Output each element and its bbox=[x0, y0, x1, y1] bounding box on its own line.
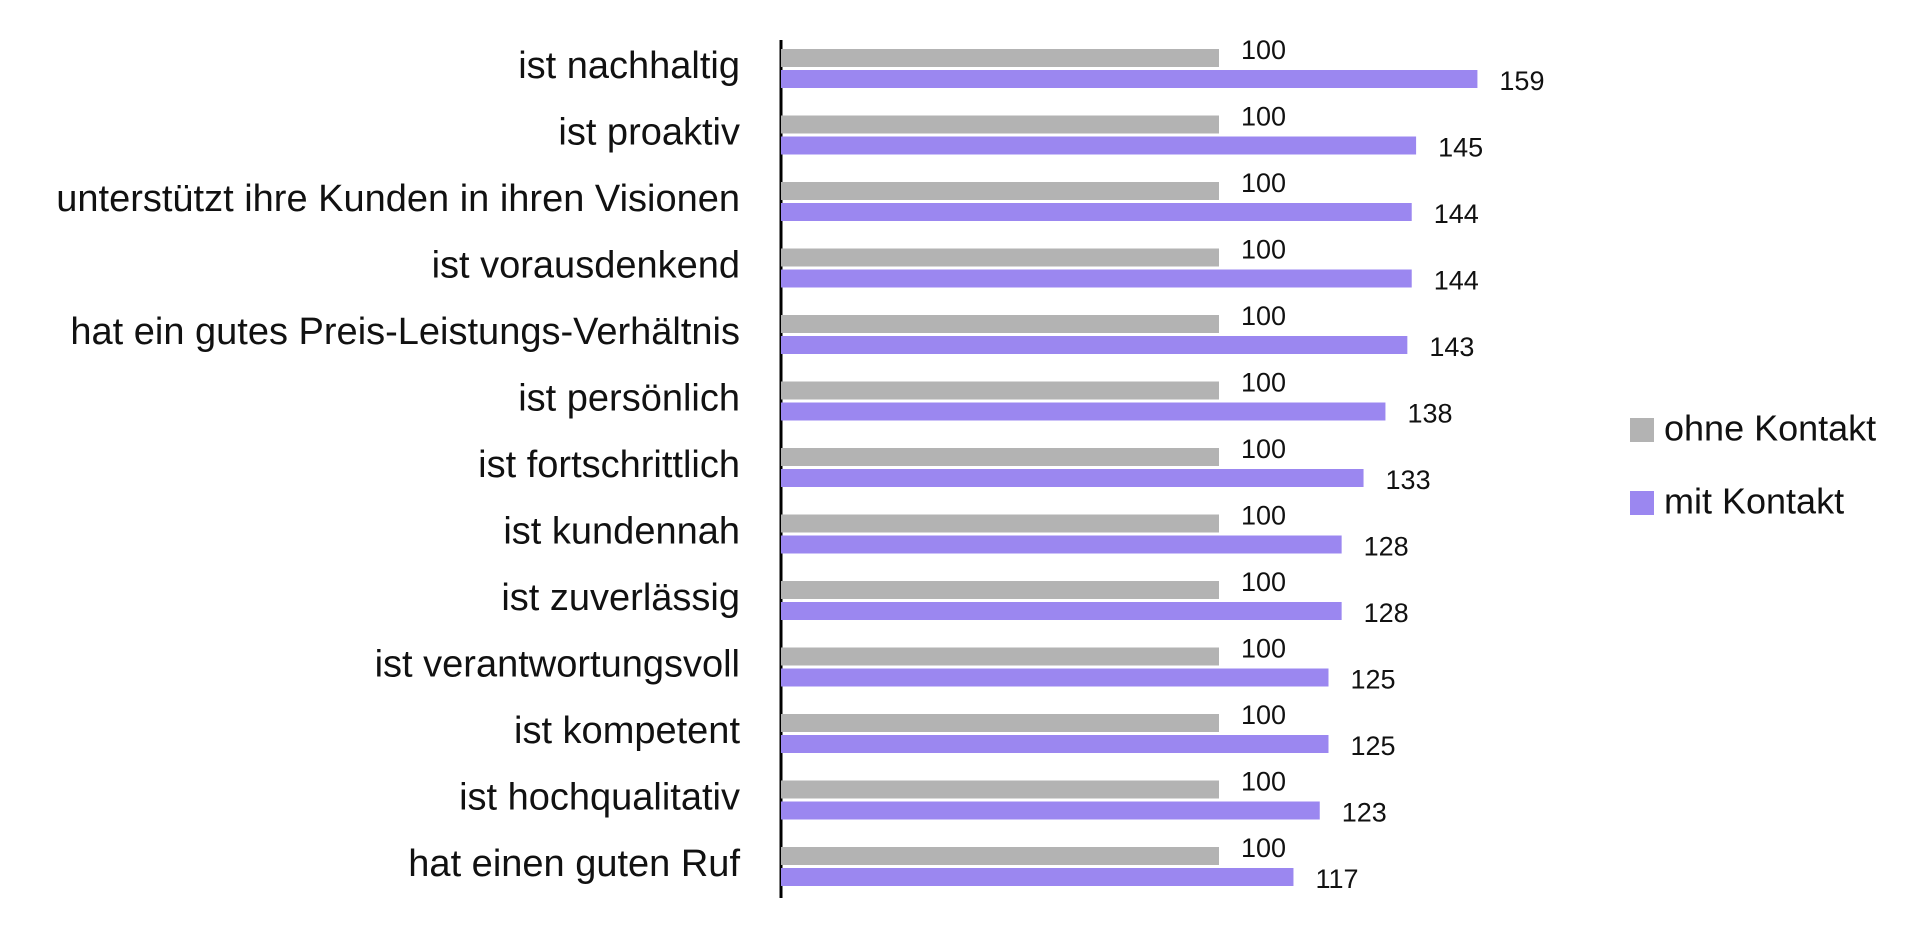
category-label: ist kompetent bbox=[514, 710, 740, 752]
data-label: 100 bbox=[1241, 235, 1286, 265]
category-label: ist proaktiv bbox=[558, 112, 740, 154]
data-label: 100 bbox=[1241, 567, 1286, 597]
category-label: unterstützt ihre Kunden in ihren Visione… bbox=[56, 178, 740, 220]
bar-mit-kontakt bbox=[781, 336, 1408, 354]
bar-mit-kontakt bbox=[781, 70, 1478, 88]
category-label: ist hochqualitativ bbox=[459, 777, 740, 819]
data-label: 117 bbox=[1315, 864, 1358, 894]
bar-mit-kontakt bbox=[781, 801, 1320, 820]
data-label: 100 bbox=[1241, 833, 1286, 863]
data-label: 100 bbox=[1241, 501, 1286, 531]
category-label: ist zuverlässig bbox=[501, 577, 740, 619]
bar-ohne-kontakt bbox=[781, 115, 1219, 134]
data-label: 159 bbox=[1499, 66, 1544, 96]
bar-ohne-kontakt bbox=[781, 647, 1219, 666]
category-label: ist vorausdenkend bbox=[432, 245, 740, 287]
bar-mit-kontakt bbox=[781, 269, 1412, 288]
bar-ohne-kontakt bbox=[781, 315, 1219, 333]
data-label: 100 bbox=[1241, 168, 1286, 198]
category-label: ist kundennah bbox=[503, 511, 740, 553]
bar-ohne-kontakt bbox=[781, 847, 1219, 865]
bar-ohne-kontakt bbox=[781, 182, 1219, 200]
bar-ohne-kontakt bbox=[781, 514, 1219, 533]
bar-mit-kontakt bbox=[781, 602, 1342, 620]
data-label: 100 bbox=[1241, 634, 1286, 664]
bar-mit-kontakt bbox=[781, 203, 1412, 221]
legend-label: mit Kontakt bbox=[1664, 481, 1844, 522]
data-label: 123 bbox=[1342, 798, 1387, 828]
category-label: ist persönlich bbox=[518, 378, 740, 420]
data-label: 100 bbox=[1241, 767, 1286, 797]
data-label: 125 bbox=[1351, 731, 1396, 761]
data-label: 100 bbox=[1241, 35, 1286, 65]
category-label: ist nachhaltig bbox=[518, 45, 740, 87]
bar-mit-kontakt bbox=[781, 868, 1294, 886]
legend-label: ohne Kontakt bbox=[1664, 408, 1876, 449]
bar-ohne-kontakt bbox=[781, 448, 1219, 466]
bar-mit-kontakt bbox=[781, 136, 1417, 155]
category-labels: ist nachhaltig ist proaktiv unterstützt ih… bbox=[56, 45, 740, 885]
bar-ohne-kontakt bbox=[781, 714, 1219, 732]
category-label: ist fortschrittlich bbox=[478, 444, 740, 486]
data-label: 144 bbox=[1434, 266, 1479, 296]
category-label: ist verantwortungsvoll bbox=[375, 644, 740, 686]
bar-ohne-kontakt bbox=[781, 780, 1219, 799]
data-label: 125 bbox=[1351, 665, 1396, 695]
bar-mit-kontakt bbox=[781, 469, 1364, 487]
legend-swatch-ohne-kontakt bbox=[1630, 418, 1654, 442]
legend-swatch-mit-kontakt bbox=[1630, 491, 1654, 515]
bar-ohne-kontakt bbox=[781, 381, 1219, 400]
data-label: 138 bbox=[1407, 399, 1452, 429]
data-label: 100 bbox=[1241, 700, 1286, 730]
data-label: 128 bbox=[1364, 532, 1409, 562]
data-label: 143 bbox=[1429, 332, 1474, 362]
bars-layer bbox=[781, 49, 1478, 886]
bar-ohne-kontakt bbox=[781, 248, 1219, 267]
data-label: 144 bbox=[1434, 199, 1479, 229]
bar-ohne-kontakt bbox=[781, 49, 1219, 67]
category-label: hat ein gutes Preis-Leistungs-Verhältnis bbox=[70, 311, 740, 353]
data-label: 128 bbox=[1364, 598, 1409, 628]
data-label: 100 bbox=[1241, 368, 1286, 398]
data-label: 100 bbox=[1241, 102, 1286, 132]
data-label: 145 bbox=[1438, 133, 1483, 163]
data-label: 100 bbox=[1241, 301, 1286, 331]
data-label: 100 bbox=[1241, 434, 1286, 464]
bar-mit-kontakt bbox=[781, 668, 1329, 687]
bar-ohne-kontakt bbox=[781, 581, 1219, 599]
category-label: hat einen guten Ruf bbox=[408, 843, 740, 885]
bar-mit-kontakt bbox=[781, 735, 1329, 753]
bar-mit-kontakt bbox=[781, 402, 1386, 421]
data-labels: 100 159 100 145 100 144 100 144 100 143 100 138 100 1… bbox=[1241, 35, 1544, 894]
bar-mit-kontakt bbox=[781, 535, 1342, 554]
data-label: 133 bbox=[1386, 465, 1431, 495]
legend: ohne Kontakt mit Kontakt bbox=[1630, 408, 1876, 522]
